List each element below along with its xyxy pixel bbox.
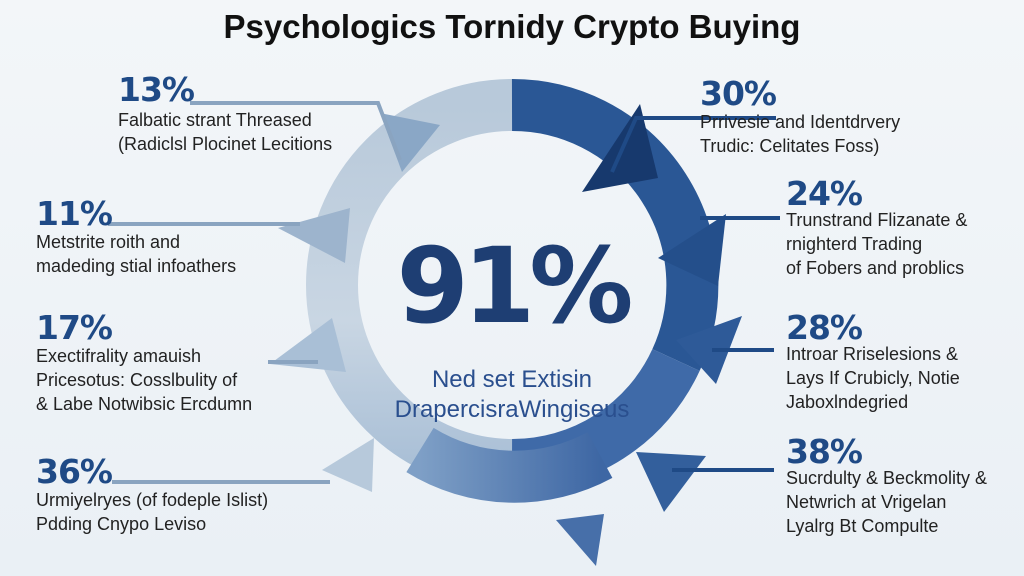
right-item-4-line1: Sucrdulty & Beckmolity & (786, 468, 988, 488)
left-item-2-label: Metstrite roith and madeding stial infoa… (36, 230, 236, 278)
right-item-4-percent: 38% (786, 432, 863, 471)
right-item-4-label: Sucrdulty & Beckmolity & Netwrich at Vri… (786, 466, 987, 538)
center-caption-line1: Ned set Extisin (431, 366, 593, 393)
ring-arrow-bottom-left (322, 438, 374, 492)
ring-arrow-bottom (556, 514, 604, 566)
right-item-4-line3: Lyalrg Bt Compulte (786, 516, 939, 536)
ring-arrow-right-lower (676, 316, 742, 384)
ring-arrow-top-left (380, 113, 440, 172)
right-item-3-line3: Jaboxlndegried (786, 392, 909, 412)
left-item-3-label: Exectifrality amauish Pricesotus: Cosslb… (36, 344, 252, 416)
right-item-1-label: Prrivesie and Identdrvery Trudic: Celita… (700, 110, 900, 158)
ring-segment-bottom (406, 427, 613, 503)
right-item-3-percent: 28% (786, 308, 863, 347)
ring-arrow-top-right (582, 104, 658, 192)
left-item-4-line1: Urmiyelryes (of fodeple Islist) (36, 490, 269, 510)
ring-segment-right (511, 78, 719, 371)
connector-left-1 (190, 101, 402, 161)
page-title: Psychologics Tornidy Crypto Buying (223, 8, 801, 45)
left-item-4-line2: Pdding Cnypo Leviso (36, 514, 207, 534)
right-item-3-line2: Lays If Crubicly, Notie (786, 368, 960, 388)
right-item-2-percent: 24% (786, 174, 863, 213)
right-item-4-line2: Netwrich at Vrigelan (786, 492, 947, 512)
right-item-2-label: Trunstrand Flizanate & rnighterd Trading… (786, 208, 967, 280)
left-item-4-label: Urmiyelryes (of fodeple Islist) Pdding C… (36, 488, 268, 536)
left-item-3-line2: Pricesotus: Cosslbulity of (36, 370, 238, 390)
right-item-3-label: Introar Rriselesions & Lays If Crubicly,… (786, 342, 960, 414)
left-item-2-line2: madeding stial infoathers (36, 256, 237, 276)
ring-arrow-left-upper (278, 208, 350, 263)
left-item-2-line1: Metstrite roith and (36, 232, 181, 252)
left-item-3-line3: & Labe Notwibsic Ercdumn (36, 394, 253, 414)
right-item-1-line1: Prrivesie and Identdrvery (700, 112, 901, 132)
center-caption-line2: DrapercisraWingiseus (394, 396, 630, 423)
left-item-1-percent: 13% (118, 70, 195, 109)
left-item-1-label: Falbatic strant Threased (Radiclsl Ploci… (118, 108, 332, 156)
connector-right-1 (610, 116, 776, 173)
ring-arrow-right-upper (658, 214, 726, 286)
ring-arrow-left-lower (270, 318, 346, 372)
center-caption: Ned set Extisin DrapercisraWingiseus (362, 365, 662, 425)
left-item-3-line1: Exectifrality amauish (36, 346, 202, 366)
right-item-2-line2: rnighterd Trading (786, 234, 923, 254)
right-item-2-line3: of Fobers and problics (786, 258, 965, 278)
left-item-2-percent: 11% (36, 194, 113, 233)
left-item-3-percent: 17% (36, 308, 113, 347)
ring-arrow-bottom-right (636, 452, 706, 512)
right-item-3-line1: Introar Rriselesions & (786, 344, 959, 364)
center-percentage: 91% (396, 225, 634, 347)
left-item-1-line1: Falbatic strant Threased (118, 110, 312, 130)
right-item-2-line1: Trunstrand Flizanate & (786, 210, 968, 230)
right-item-1-line2: Trudic: Celitates Foss) (700, 136, 880, 156)
left-item-4-percent: 36% (36, 452, 113, 491)
right-item-1-percent: 30% (700, 74, 777, 113)
left-item-1-line2: (Radiclsl Plocinet Lecitions (118, 134, 333, 154)
